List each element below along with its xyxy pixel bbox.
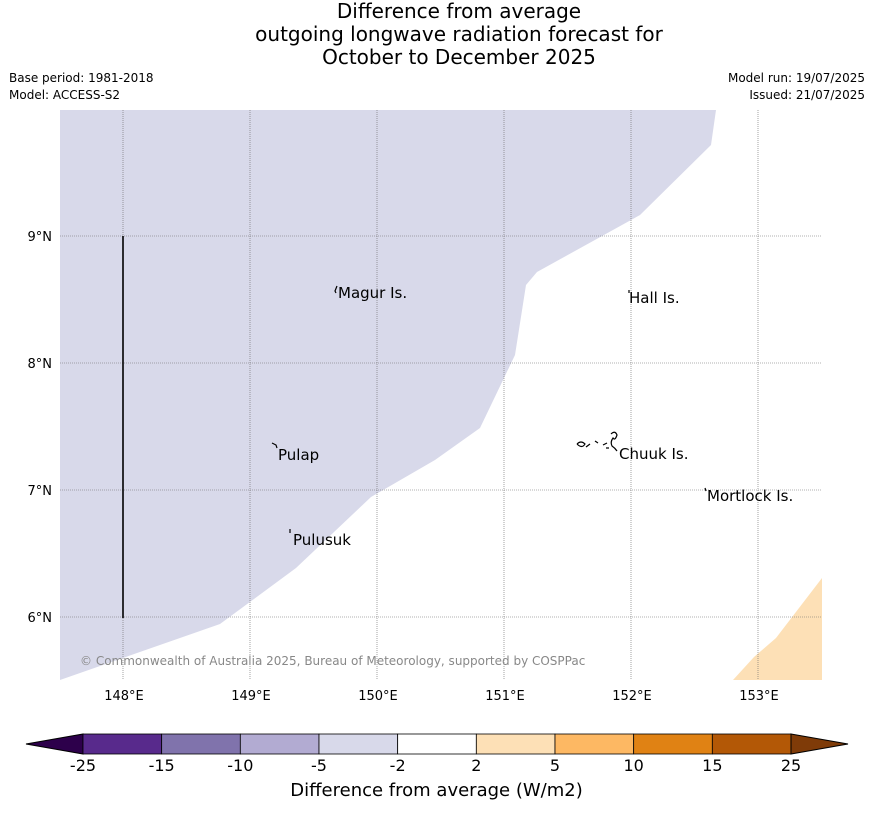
colorbar-segment <box>82 733 163 755</box>
lat-label-7n: 7°N <box>28 484 53 499</box>
colorbar-tick-label: 10 <box>623 756 644 775</box>
region-minus5-to-minus2 <box>60 110 716 680</box>
colorbar-over-arrow <box>790 733 849 755</box>
copyright-text: © Commonwealth of Australia 2025, Bureau… <box>80 654 585 668</box>
model-run-text: Model run: 19/07/2025 <box>727 71 865 85</box>
colorbar-tick-label: -25 <box>69 756 97 775</box>
island-label-hall: Hall Is. <box>629 289 680 307</box>
lat-label-6n: 6°N <box>28 611 53 626</box>
chart-title: Difference from average outgoing longwav… <box>0 0 873 69</box>
island-label-mortlock: Mortlock Is. <box>707 487 793 505</box>
colorbar-segment <box>161 733 241 755</box>
lat-label-8n: 8°N <box>28 357 53 372</box>
colorbar-under-arrow <box>25 733 84 755</box>
lon-label-152: 152°E <box>612 689 652 704</box>
lat-label-9n: 9°N <box>28 230 53 245</box>
title-line-3: October to December 2025 <box>322 45 596 69</box>
colorbar-segment <box>475 733 556 755</box>
lon-label-148: 148°E <box>104 689 144 704</box>
lon-label-150: 150°E <box>358 689 398 704</box>
colorbar-segment <box>318 733 399 755</box>
colorbar-tick-label: -2 <box>389 756 406 775</box>
chuuk-island-shape <box>576 431 618 452</box>
colorbar-segment <box>397 733 477 755</box>
model-text: Model: ACCESS-S2 <box>9 88 121 102</box>
island-label-magur: Magur Is. <box>338 284 407 302</box>
island-label-chuuk: Chuuk Is. <box>619 445 688 463</box>
colorbar-label: Difference from average (W/m2) <box>290 780 583 801</box>
colorbar-segment <box>239 733 320 755</box>
colorbar-tick-label: -15 <box>148 756 175 775</box>
lon-label-149: 149°E <box>231 689 271 704</box>
lon-label-151: 151°E <box>485 689 525 704</box>
colorbar-tick-label: 5 <box>549 756 561 775</box>
colorbar-tick-label: -5 <box>311 756 327 775</box>
magur-island-shape <box>334 285 338 294</box>
island-label-pulusuk: Pulusuk <box>293 531 351 549</box>
colorbar-segment <box>711 733 792 755</box>
mortlock-island-shape <box>704 487 707 492</box>
colorbar-tick-label: -10 <box>227 756 254 775</box>
title-line-2: outgoing longwave radiation forecast for <box>255 22 663 46</box>
colorbar <box>25 733 849 755</box>
issued-text: Issued: 21/07/2025 <box>749 88 865 102</box>
meta-left: Base period: 1981-2018 Model: ACCESS-S2 <box>9 70 154 104</box>
lon-label-153: 153°E <box>739 689 779 704</box>
island-shapes <box>271 285 707 533</box>
island-label-pulap: Pulap <box>278 446 319 464</box>
title-line-1: Difference from average <box>336 0 582 23</box>
colorbar-tick-label: 15 <box>702 756 723 775</box>
colorbar-segment <box>633 733 713 755</box>
pulap-island-shape <box>271 442 278 449</box>
region-2-to-5 <box>733 578 822 680</box>
colorbar-tick-label: 25 <box>780 756 802 775</box>
colorbar-segment <box>554 733 635 755</box>
meta-right: Model run: 19/07/2025 Issued: 21/07/2025 <box>728 70 865 104</box>
base-period-text: Base period: 1981-2018 <box>9 71 154 85</box>
colorbar-tick-label: 2 <box>471 756 482 775</box>
